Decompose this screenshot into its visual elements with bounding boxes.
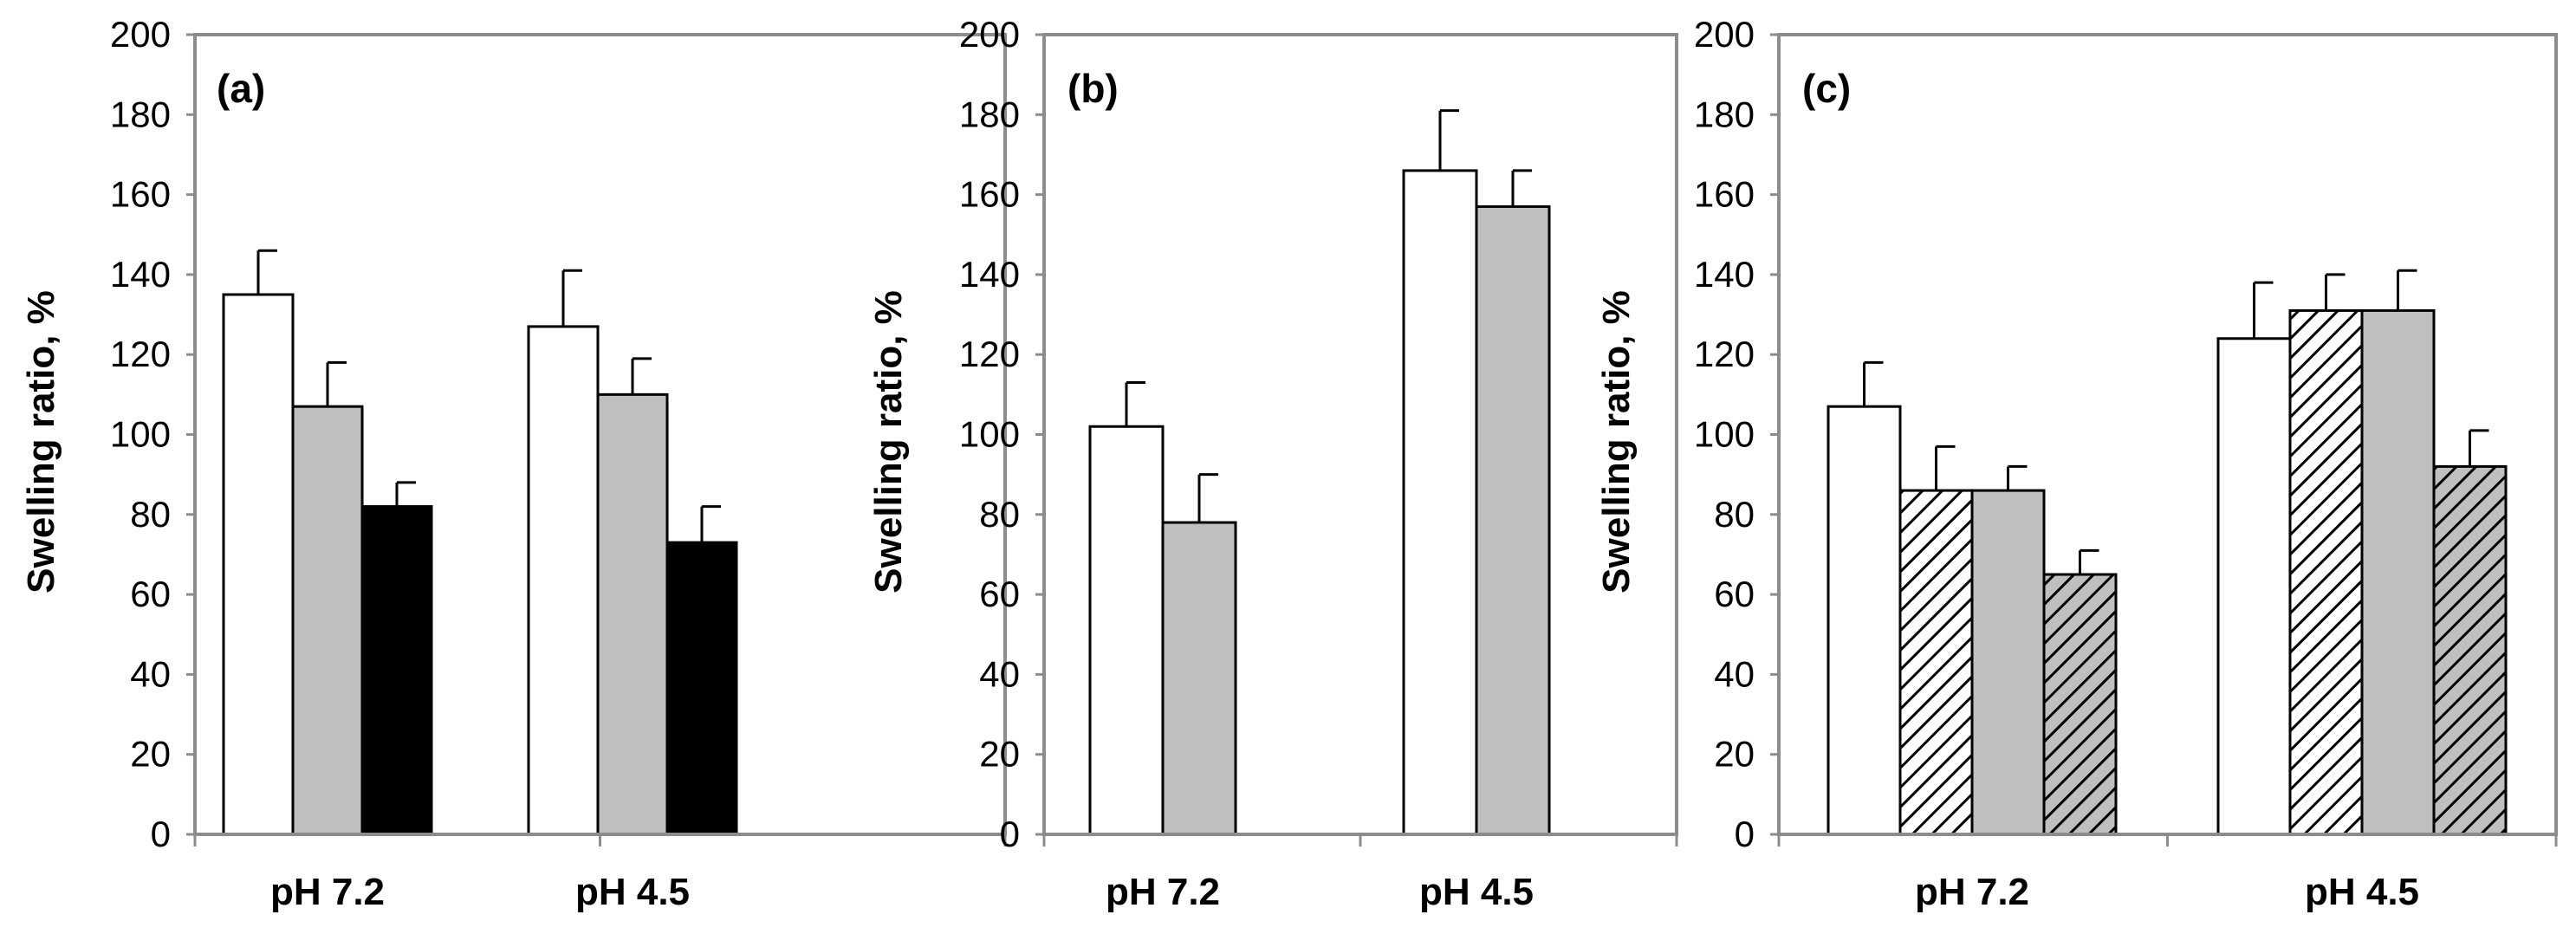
bar-series-3-0 [1970, 489, 2046, 836]
y-tick-label: 100 [959, 414, 1020, 455]
bar-series-4-1 [2432, 464, 2508, 836]
y-tick-label: 160 [959, 174, 1020, 215]
y-tick-label: 80 [1714, 494, 1755, 535]
y-tick-label: 140 [1694, 254, 1755, 295]
y-tick-label: 20 [130, 734, 171, 775]
panel-label: (c) [1802, 66, 1851, 111]
plot-frame [1777, 33, 2558, 846]
plot-border [1777, 33, 2558, 836]
x-category-label: pH 7.2 [1106, 871, 1220, 913]
bar-series-4-0 [2042, 573, 2118, 836]
y-axis-label: Swelling ratio, % [867, 290, 910, 593]
x-category-label: pH 4.5 [575, 871, 690, 913]
bar-series-2-0 [1898, 489, 1974, 836]
y-tick-label: 180 [1694, 94, 1755, 134]
y-tick-label: 40 [979, 653, 1020, 694]
bar-series-2-1 [1475, 204, 1551, 836]
bars [222, 249, 738, 836]
y-tick-label: 160 [1694, 174, 1755, 215]
y-tick-label: 20 [979, 734, 1020, 775]
y-tick-label: 160 [110, 174, 171, 215]
bars [1827, 269, 2508, 836]
plot-frame [1042, 33, 1678, 846]
chart-panel-b: Swelling ratio, % (b) 0 20 40 60 80 100 120 140… [867, 14, 1678, 913]
bar-series-3-0 [360, 505, 433, 836]
y-tick-label: 80 [979, 494, 1020, 535]
y-tick-label: 200 [110, 14, 171, 55]
y-ticks: 0 20 40 60 80 100 120 140 160 180 200 [110, 14, 195, 854]
y-tick-label: 140 [959, 254, 1020, 295]
bar-series-2-0 [1161, 521, 1237, 836]
bar-series-1-0 [1088, 425, 1165, 836]
plot-border [1042, 33, 1678, 836]
y-ticks: 0 20 40 60 80 100 120 140 160 180 200 [959, 14, 1044, 854]
bar-series-3-1 [665, 541, 738, 836]
y-tick-label: 200 [1694, 14, 1755, 55]
bar-series-2-1 [2288, 308, 2364, 836]
bar-series-2-0 [291, 405, 364, 836]
y-tick-label: 40 [1714, 653, 1755, 694]
x-category-labels: pH 7.2 pH 4.5 [1106, 871, 1534, 913]
y-tick-label: 20 [1714, 734, 1755, 775]
plot-frame [193, 33, 1007, 846]
y-tick-label: 180 [959, 94, 1020, 134]
bar-series-2-1 [596, 392, 669, 836]
y-tick-label: 0 [151, 814, 171, 854]
y-axis-label: Swelling ratio, % [1595, 290, 1638, 593]
y-tick-label: 120 [959, 334, 1020, 374]
x-category-label: pH 4.5 [2305, 871, 2419, 913]
bar-series-1-0 [222, 293, 295, 836]
x-category-labels: pH 7.2 pH 4.5 [1915, 871, 2419, 913]
x-category-label: pH 7.2 [270, 871, 385, 913]
y-tick-label: 120 [110, 334, 171, 374]
y-tick-label: 40 [130, 653, 171, 694]
y-tick-label: 60 [979, 574, 1020, 614]
y-tick-label: 120 [1694, 334, 1755, 374]
bar-series-1-1 [1402, 169, 1478, 836]
y-tick-label: 140 [110, 254, 171, 295]
y-ticks: 0 20 40 60 80 100 120 140 160 180 200 [1694, 14, 1779, 854]
panel-label: (a) [217, 66, 265, 111]
bar-series-1-0 [1827, 405, 1902, 836]
bar-series-3-1 [2360, 308, 2436, 836]
bar-series-1-1 [527, 325, 600, 836]
y-tick-label: 100 [1694, 414, 1755, 455]
y-tick-label: 100 [110, 414, 171, 455]
y-tick-label: 60 [1714, 574, 1755, 614]
chart-panel-a: Swelling ratio, % (a) 0 20 40 60 80 100 120 140… [20, 14, 1007, 913]
y-tick-label: 80 [130, 494, 171, 535]
x-category-labels: pH 7.2 pH 4.5 [270, 871, 690, 913]
bars [1088, 109, 1551, 836]
y-axis-label: Swelling ratio, % [20, 290, 62, 593]
y-tick-label: 0 [1735, 814, 1755, 854]
y-tick-label: 180 [110, 94, 171, 134]
panel-label: (b) [1067, 66, 1119, 111]
x-category-label: pH 7.2 [1915, 871, 2029, 913]
plot-border [193, 33, 1007, 836]
bar-series-1-1 [2216, 337, 2292, 836]
y-tick-label: 60 [130, 574, 171, 614]
y-tick-label: 200 [959, 14, 1020, 55]
x-category-label: pH 4.5 [1419, 871, 1534, 913]
chart-panel-c: Swelling ratio, % (c) 0 20 40 60 80 100 120 140… [1595, 14, 2558, 913]
y-tick-label: 0 [1000, 814, 1020, 854]
